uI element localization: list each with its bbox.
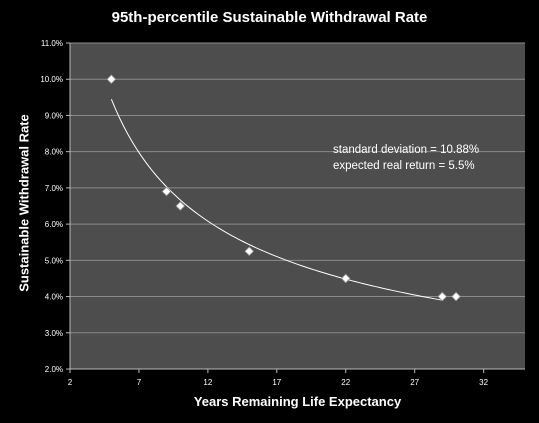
data-point bbox=[106, 74, 117, 84]
annotation-std-dev: standard deviation = 10.88% bbox=[333, 144, 480, 156]
y-tick-label: 6.0% bbox=[45, 220, 63, 229]
x-tick-label: 22 bbox=[341, 378, 350, 387]
y-tick-label: 9.0% bbox=[45, 111, 63, 120]
data-point bbox=[244, 246, 255, 257]
y-tick-label: 8.0% bbox=[45, 148, 63, 157]
y-tick-label: 4.0% bbox=[45, 293, 63, 302]
x-tick-label: 32 bbox=[479, 378, 488, 387]
data-point bbox=[437, 291, 448, 302]
y-tick-label: 10.0% bbox=[40, 75, 63, 84]
chart-annotation: standard deviation = 10.88% expected rea… bbox=[333, 142, 479, 174]
data-point bbox=[175, 201, 186, 211]
y-tick-label: 7.0% bbox=[45, 184, 63, 193]
chart-title: 95th-percentile Sustainable Withdrawal R… bbox=[111, 9, 428, 26]
x-tick-label: 17 bbox=[272, 378, 281, 387]
plot-area bbox=[70, 43, 525, 369]
x-tick-label: 12 bbox=[203, 378, 212, 387]
annotation-expected-return: expected real return = 5.5% bbox=[333, 160, 475, 172]
y-tick-label: 3.0% bbox=[45, 329, 63, 338]
data-point bbox=[451, 291, 461, 302]
x-tick-label: 27 bbox=[410, 378, 419, 387]
y-tick-label: 5.0% bbox=[45, 256, 63, 265]
y-tick-label: 11.0% bbox=[41, 39, 63, 48]
y-tick-label: 2.0% bbox=[45, 365, 63, 374]
data-point bbox=[340, 273, 351, 284]
x-tick-label: 2 bbox=[68, 378, 73, 387]
data-point bbox=[161, 186, 172, 197]
x-axis-label: Years Remaining Life Expectancy bbox=[193, 394, 402, 409]
x-tick-label: 7 bbox=[137, 378, 142, 387]
